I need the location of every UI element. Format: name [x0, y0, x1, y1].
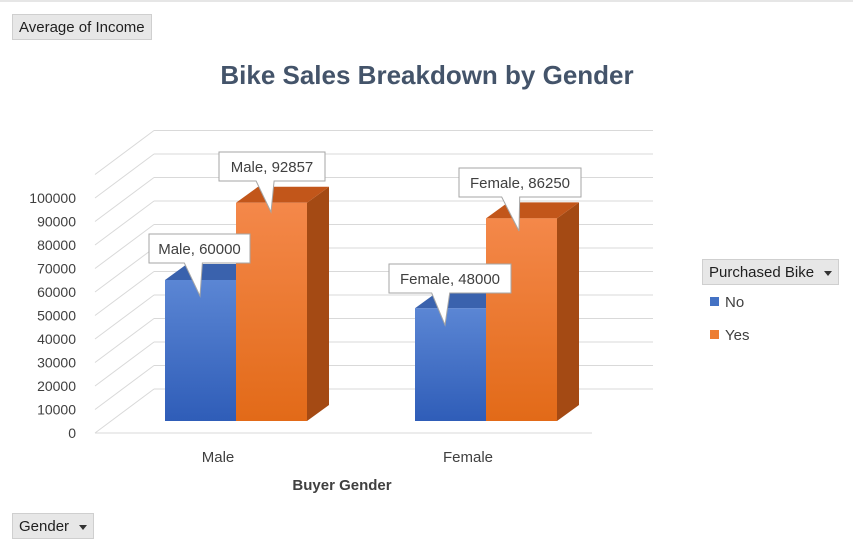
bar-front [415, 308, 486, 421]
gridline-side [94, 153, 155, 199]
data-label: Female, 86250 [458, 167, 582, 232]
data-label-text: Female, 86250 [470, 175, 570, 192]
legend-field-button[interactable]: Purchased Bike [702, 259, 840, 285]
gridline-side [94, 200, 155, 246]
x-axis-title: Buyer Gender [292, 477, 391, 494]
chevron-down-icon [79, 524, 88, 530]
legend-swatch-no [710, 297, 719, 306]
chevron-down-icon [824, 270, 833, 276]
gridline-side [94, 177, 155, 222]
x-axis-ticks: Male Female [202, 449, 493, 466]
bar-front [486, 218, 557, 421]
data-label: Female, 48000 [388, 263, 512, 327]
legend-swatch-yes [710, 330, 719, 339]
y-tick-label: 30000 [37, 355, 76, 371]
chart-title: Bike Sales Breakdown by Gender [220, 60, 633, 90]
data-label-text: Male, 92857 [231, 159, 314, 176]
y-tick-label: 20000 [37, 378, 76, 394]
bar-front [165, 280, 236, 421]
legend-item-no[interactable]: No [710, 294, 744, 311]
y-axis-ticks: 0 10000 20000 30000 40000 50000 60000 70000 8000… [29, 190, 76, 441]
top-divider [0, 0, 853, 2]
legend-label-yes: Yes [725, 327, 750, 344]
y-tick-label: 90000 [37, 214, 76, 230]
bar-yes [236, 186, 329, 421]
x-tick-label: Female [443, 449, 493, 466]
y-tick-label: 80000 [37, 237, 76, 253]
bar-side [307, 186, 329, 421]
y-tick-label: 100000 [29, 190, 76, 206]
y-tick-label: 0 [68, 425, 76, 441]
y-tick-label: 60000 [37, 284, 76, 300]
gridline-side [94, 365, 155, 410]
gridline-side [94, 388, 155, 434]
bar-yes [486, 202, 579, 421]
data-label-text: Male, 60000 [158, 241, 241, 258]
axis-field-button[interactable]: Gender [12, 513, 95, 539]
gridline-side [94, 271, 155, 316]
bars [165, 186, 579, 421]
data-label: Male, 60000 [148, 233, 251, 298]
legend-item-yes[interactable]: Yes [710, 327, 749, 344]
data-labels: Male, 60000 Female, 48000 Male, 92857 Femal… [148, 151, 582, 327]
y-tick-label: 40000 [37, 331, 76, 347]
gridline-side [94, 341, 155, 387]
data-label-callout [458, 167, 582, 232]
value-field-label: Average of Income [19, 19, 145, 36]
gridline-side [94, 247, 155, 293]
y-tick-label: 10000 [37, 402, 76, 418]
axis-field-label: Gender [19, 518, 70, 535]
data-label: Male, 92857 [218, 151, 326, 214]
legend-label-no: No [725, 294, 745, 311]
legend-field-label: Purchased Bike [709, 264, 815, 281]
gridline-side [94, 318, 155, 363]
y-tick-label: 50000 [37, 308, 76, 324]
data-label-callout [388, 263, 512, 327]
gridline-side [94, 294, 155, 340]
data-label-callout [218, 151, 326, 214]
bar-top [236, 186, 329, 203]
gridline-side [94, 224, 155, 269]
data-label-callout [148, 233, 251, 298]
bar-side [557, 202, 579, 421]
data-label-text: Female, 48000 [400, 271, 500, 288]
gridline-side [94, 130, 155, 175]
y-tick-label: 70000 [37, 261, 76, 277]
value-field-button[interactable]: Average of Income [12, 14, 152, 40]
x-tick-label: Male [202, 449, 235, 466]
